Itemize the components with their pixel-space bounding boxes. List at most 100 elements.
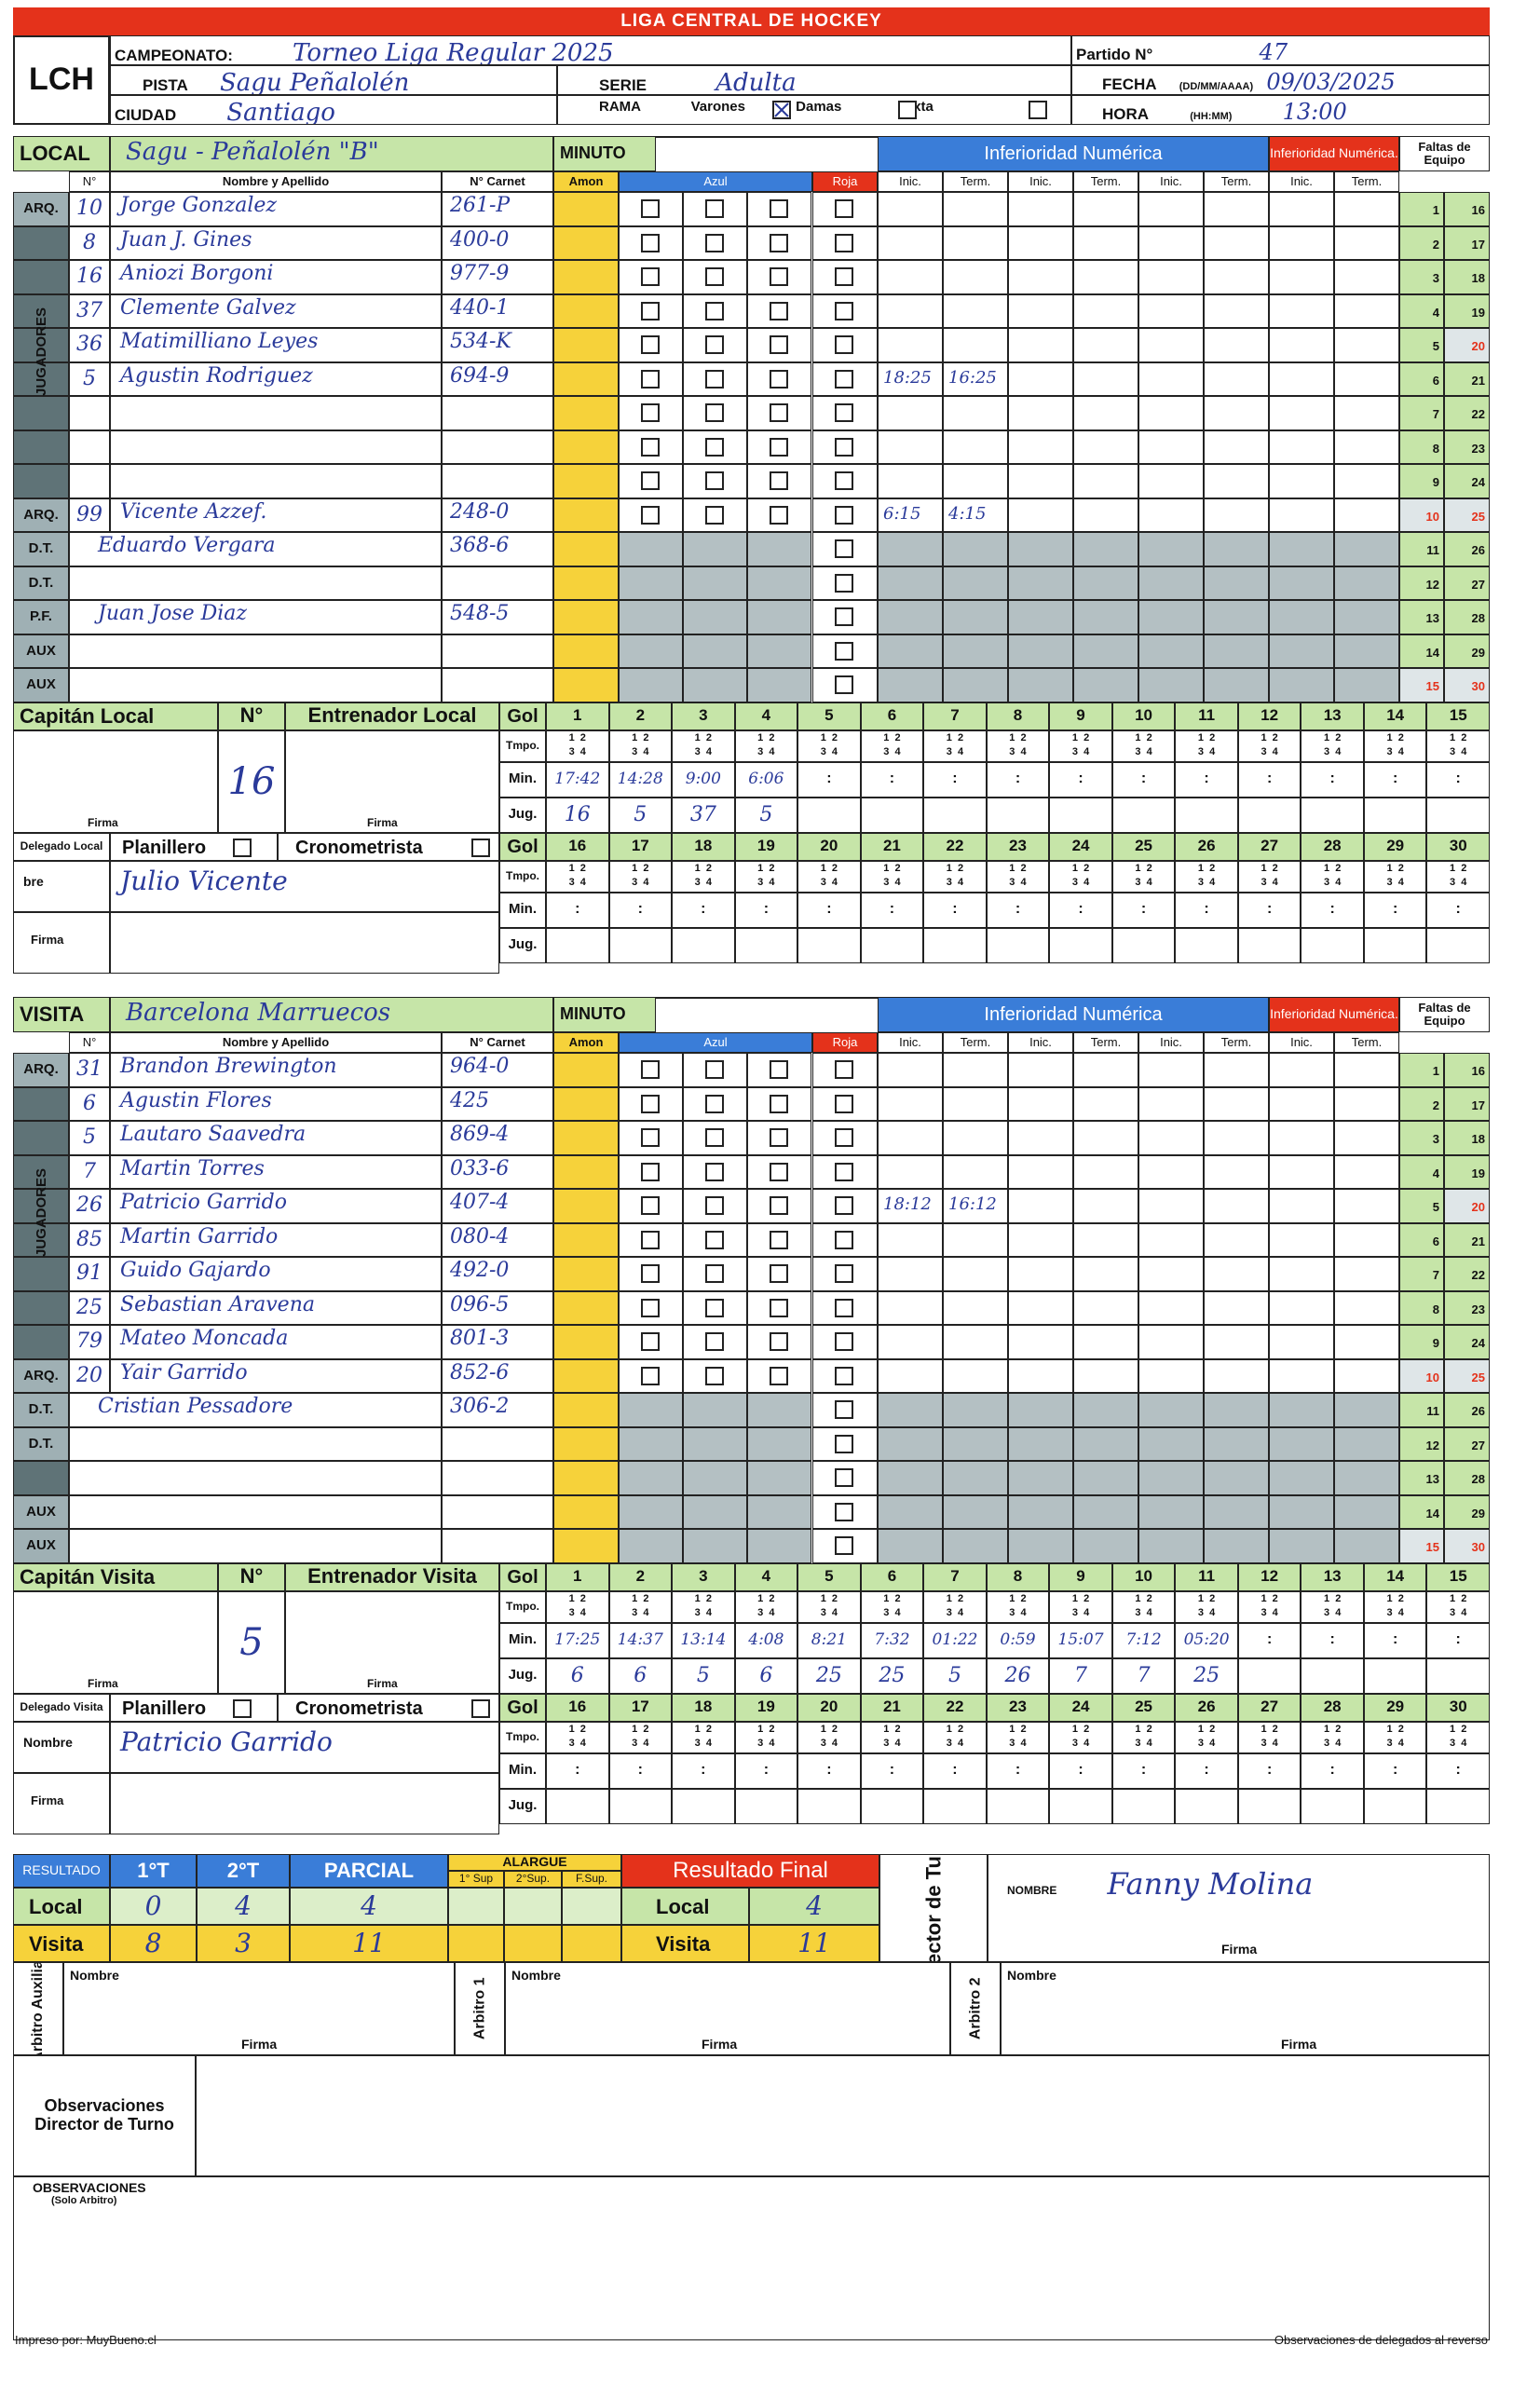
local-inf-5-6[interactable] [1204, 396, 1269, 430]
azul-checkbox[interactable] [705, 1060, 724, 1079]
local-inf-0-3[interactable] [878, 293, 943, 328]
visita-g22-11[interactable] [1237, 1788, 1302, 1824]
local-g21-6[interactable]: : [923, 892, 987, 928]
visita-goal-min-8[interactable]: 15:07 [1057, 1630, 1104, 1649]
visita-g1-12[interactable]: : [1301, 1622, 1364, 1658]
visita-g2-8[interactable]: 7 [1049, 1657, 1112, 1694]
visita-g1-10[interactable]: 05:20 [1175, 1622, 1238, 1658]
visita-player-carnet-4[interactable]: 407-4 [442, 1189, 553, 1223]
local-inf-7-5[interactable] [1334, 361, 1399, 396]
local-player-carnet-7[interactable] [442, 430, 553, 464]
local-staff-carnet-2[interactable]: 548-5 [442, 600, 553, 634]
local-staff-carnet-0[interactable]: 368-6 [442, 532, 553, 566]
local-player-carnet-4[interactable]: 534-K [442, 328, 553, 362]
local-falta-a-1[interactable]: 2 [1399, 225, 1444, 260]
local-falta-b-8[interactable]: 24 [1444, 464, 1490, 498]
visita-g22-14[interactable] [1426, 1788, 1490, 1824]
roja-checkbox[interactable] [835, 1060, 853, 1079]
visita-inf-6-11[interactable] [1269, 1426, 1334, 1461]
roja-checkbox[interactable] [835, 1434, 853, 1453]
roja-checkbox[interactable] [835, 1196, 853, 1215]
partido-value[interactable]: 47 [1259, 39, 1288, 65]
visita-inf-7-11[interactable] [1334, 1426, 1399, 1461]
visita-g22-2[interactable] [672, 1788, 735, 1824]
local-falta-b-5[interactable]: 21 [1444, 361, 1490, 396]
local-g21-3[interactable]: : [734, 892, 798, 928]
local-falta-b-4[interactable]: 20 [1444, 328, 1490, 362]
roja-checkbox[interactable] [835, 267, 853, 286]
visita-inf-0-7[interactable] [878, 1290, 943, 1325]
local-sup1[interactable] [448, 1888, 504, 1925]
visita-player-carnet-8[interactable]: 801-3 [442, 1325, 553, 1359]
local-falta-a-2[interactable]: 3 [1399, 260, 1444, 294]
local-inf-2-8[interactable] [1008, 464, 1073, 498]
local-inf-5-10[interactable] [1204, 532, 1269, 566]
visita-g22-8[interactable] [1049, 1788, 1112, 1824]
labels.t1b[interactable] [719, 136, 782, 138]
local-g2-2[interactable]: 37 [672, 797, 735, 833]
visita-inf-0-12[interactable] [878, 1461, 943, 1495]
visita-amon-3[interactable] [553, 1154, 619, 1189]
visita-staff-carnet-2[interactable] [442, 1461, 553, 1495]
visita-inf-2-8[interactable] [1008, 1325, 1073, 1359]
local-inf-5-12[interactable] [1204, 600, 1269, 634]
local-g2-1[interactable]: 5 [608, 797, 673, 833]
local-inf-4-9[interactable] [1138, 498, 1204, 532]
visita-inf-7-1[interactable] [1334, 1086, 1399, 1121]
visita-goal-min-5[interactable]: 7:32 [874, 1630, 910, 1649]
visita-amon-12[interactable] [553, 1461, 619, 1495]
local-capitan-sign[interactable] [13, 730, 218, 833]
visita-falta-a-14[interactable]: 15 [1399, 1529, 1444, 1563]
visita-goal-jug-5[interactable]: 25 [879, 1663, 906, 1687]
visita-player-num-4[interactable]: 26 [69, 1189, 110, 1223]
visita-inf-4-9[interactable] [1138, 1358, 1204, 1393]
visita-inf-0-14[interactable] [878, 1529, 943, 1563]
azul-checkbox[interactable] [705, 437, 724, 457]
visita-inf-6-8[interactable] [1269, 1325, 1334, 1359]
local-g1-4[interactable]: : [797, 761, 861, 798]
arbitro1-field[interactable]: Nombre Firma [505, 1962, 950, 2055]
visita-staff-name-4[interactable] [69, 1529, 442, 1563]
local-cronometrista-checkbox[interactable] [471, 838, 490, 857]
local-inf-0-13[interactable] [878, 634, 943, 668]
local-inf-5-2[interactable] [1204, 260, 1269, 294]
local-inf-4-5[interactable] [1138, 361, 1204, 396]
local-g1-6[interactable]: : [923, 761, 987, 798]
local-inf-4-0[interactable] [1138, 192, 1204, 226]
local-inf-1-2[interactable] [943, 260, 1008, 294]
local-g2-3[interactable]: 5 [734, 797, 798, 833]
azul-checkbox[interactable] [705, 1366, 724, 1385]
visita-player-name-7[interactable]: Sebastian Aravena [110, 1290, 442, 1325]
visita-inf-3-8[interactable] [1073, 1325, 1138, 1359]
azul-checkbox[interactable] [770, 1162, 788, 1181]
local-g1-3[interactable]: 6:06 [734, 761, 798, 798]
roja-checkbox[interactable] [835, 437, 853, 457]
local-g1-5[interactable]: : [860, 761, 924, 798]
visita-inf-5-6[interactable] [1204, 1257, 1269, 1291]
visita-inf-5-1[interactable] [1204, 1086, 1269, 1121]
azul-checkbox[interactable] [770, 1128, 788, 1147]
local-inf-inic-0[interactable]: 18:25 [883, 367, 932, 388]
visita-g2-10[interactable]: 25 [1175, 1657, 1238, 1694]
roja-checkbox[interactable] [835, 233, 853, 252]
azul-checkbox[interactable] [641, 1230, 660, 1249]
visita-g2-6[interactable]: 5 [923, 1657, 987, 1694]
visita-g1-1[interactable]: 14:37 [608, 1622, 673, 1658]
visita-g1-5[interactable]: 7:32 [860, 1622, 924, 1658]
local-g2-8[interactable] [1049, 797, 1112, 833]
azul-checkbox[interactable] [770, 403, 788, 422]
visita-falta-b-11[interactable]: 27 [1444, 1426, 1490, 1461]
final-visita-score[interactable]: 11 [749, 1925, 879, 1962]
visita-goal-min-4[interactable]: 8:21 [811, 1630, 847, 1649]
roja-checkbox[interactable] [835, 1468, 853, 1487]
azul-checkbox[interactable] [770, 369, 788, 389]
